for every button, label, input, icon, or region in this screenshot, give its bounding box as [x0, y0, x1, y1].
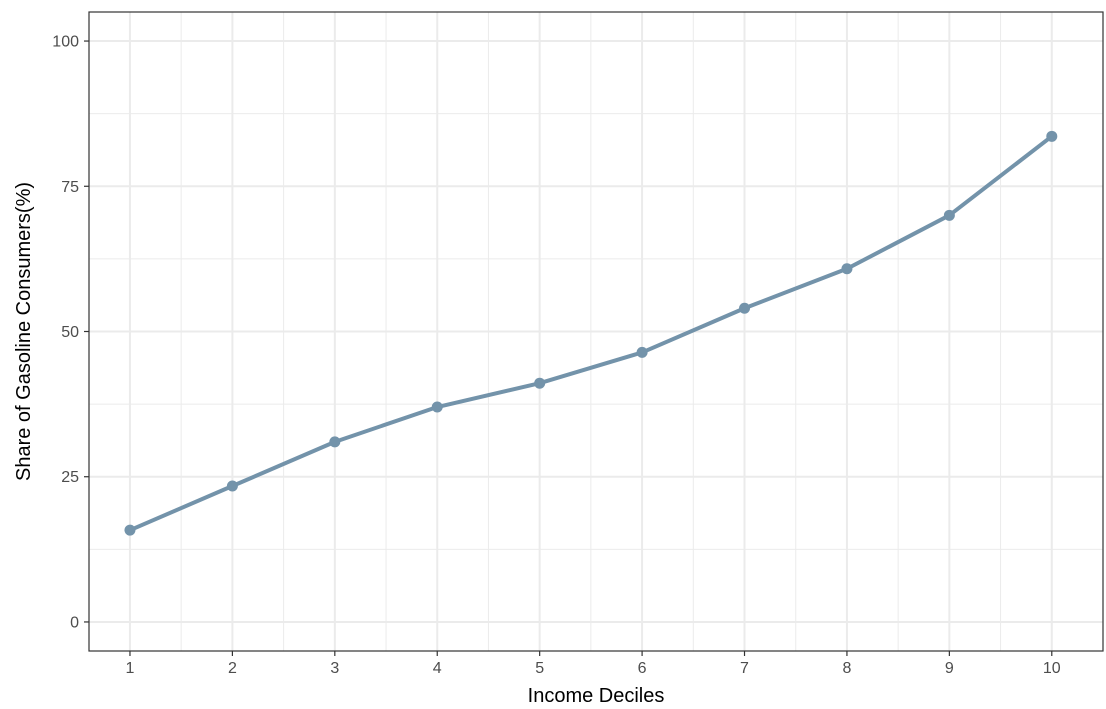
data-point	[943, 209, 955, 221]
data-point	[431, 401, 443, 413]
x-tick-label: 1	[126, 660, 135, 677]
x-tick-label: 7	[740, 660, 749, 677]
x-tick-label: 8	[842, 660, 851, 677]
data-point	[124, 524, 136, 536]
x-tick-label: 2	[228, 660, 237, 677]
major-gridlines	[89, 12, 1103, 651]
data-point	[226, 480, 238, 492]
y-tick-label: 75	[61, 179, 79, 196]
axis-ticks	[84, 40, 1053, 656]
x-tick-label: 3	[330, 660, 339, 677]
data-point	[534, 377, 546, 389]
y-tick-label: 50	[61, 324, 79, 341]
series-layer	[124, 130, 1058, 536]
x-tick-label: 4	[433, 660, 442, 677]
y-tick-label: 0	[70, 614, 79, 631]
x-tick-label: 10	[1043, 660, 1061, 677]
x-tick-label: 5	[535, 660, 544, 677]
tick-labels: 0 25 50 75 100 1 2 3 4 5 6 7 8 9 10	[52, 34, 1060, 677]
data-point	[841, 263, 853, 275]
data-point	[739, 302, 751, 314]
x-tick-label: 9	[945, 660, 954, 677]
data-point	[636, 346, 648, 358]
data-point	[329, 436, 341, 448]
y-axis-title: Share of Gasoline Consumers(%)	[13, 182, 35, 481]
y-tick-label: 100	[52, 34, 79, 51]
x-axis-title: Income Deciles	[528, 685, 665, 707]
y-tick-label: 25	[61, 469, 79, 486]
data-point	[1046, 130, 1058, 142]
series-line	[127, 134, 1054, 533]
x-tick-label: 6	[638, 660, 647, 677]
